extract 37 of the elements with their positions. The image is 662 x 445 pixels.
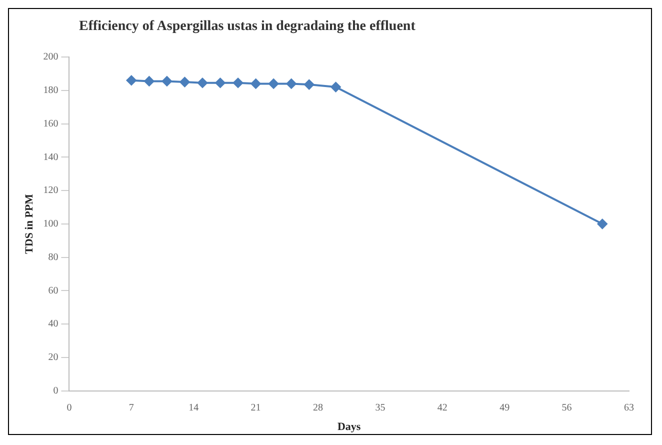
point — [304, 80, 314, 90]
point — [597, 218, 608, 229]
x-tick-label: 56 — [562, 402, 572, 414]
x-tick-label: 0 — [66, 402, 72, 414]
y-tick-label: 200 — [43, 52, 58, 63]
point — [144, 76, 154, 86]
point — [268, 78, 279, 89]
x-tick-label: 21 — [250, 402, 261, 414]
x-tick-label: 7 — [128, 402, 134, 414]
point — [180, 77, 190, 88]
y-axis-title: TDS in PPM — [23, 193, 36, 254]
x-tick-label: 35 — [375, 402, 386, 414]
x-tick-label: 63 — [624, 402, 634, 414]
point — [233, 78, 244, 88]
chart-title: Efficiency of Aspergillas ustas in degradaing the effluent — [79, 19, 416, 34]
x-tick-label: 49 — [500, 402, 510, 414]
point — [162, 76, 172, 86]
point — [126, 75, 136, 86]
y-tick-label: 60 — [48, 285, 58, 296]
point — [286, 78, 296, 89]
x-tick-label: 14 — [188, 402, 199, 414]
y-tick-label: 40 — [48, 318, 58, 330]
x-tick-label: 28 — [313, 402, 323, 414]
point — [215, 78, 226, 88]
y-tick-label: 160 — [43, 118, 58, 130]
y-tick-label: 140 — [43, 152, 58, 163]
point — [250, 78, 261, 89]
y-tick-label: 0 — [53, 385, 58, 396]
point — [330, 82, 341, 92]
y-tick-label: 20 — [48, 352, 58, 364]
y-tick-label: 100 — [43, 218, 58, 230]
point — [197, 78, 208, 88]
x-axis-title: Days — [337, 421, 362, 434]
y-tick-label: 180 — [43, 85, 58, 96]
x-tick-label: 42 — [437, 402, 448, 414]
y-tick-label: 80 — [48, 252, 58, 263]
y-tick-label: 120 — [43, 185, 58, 196]
